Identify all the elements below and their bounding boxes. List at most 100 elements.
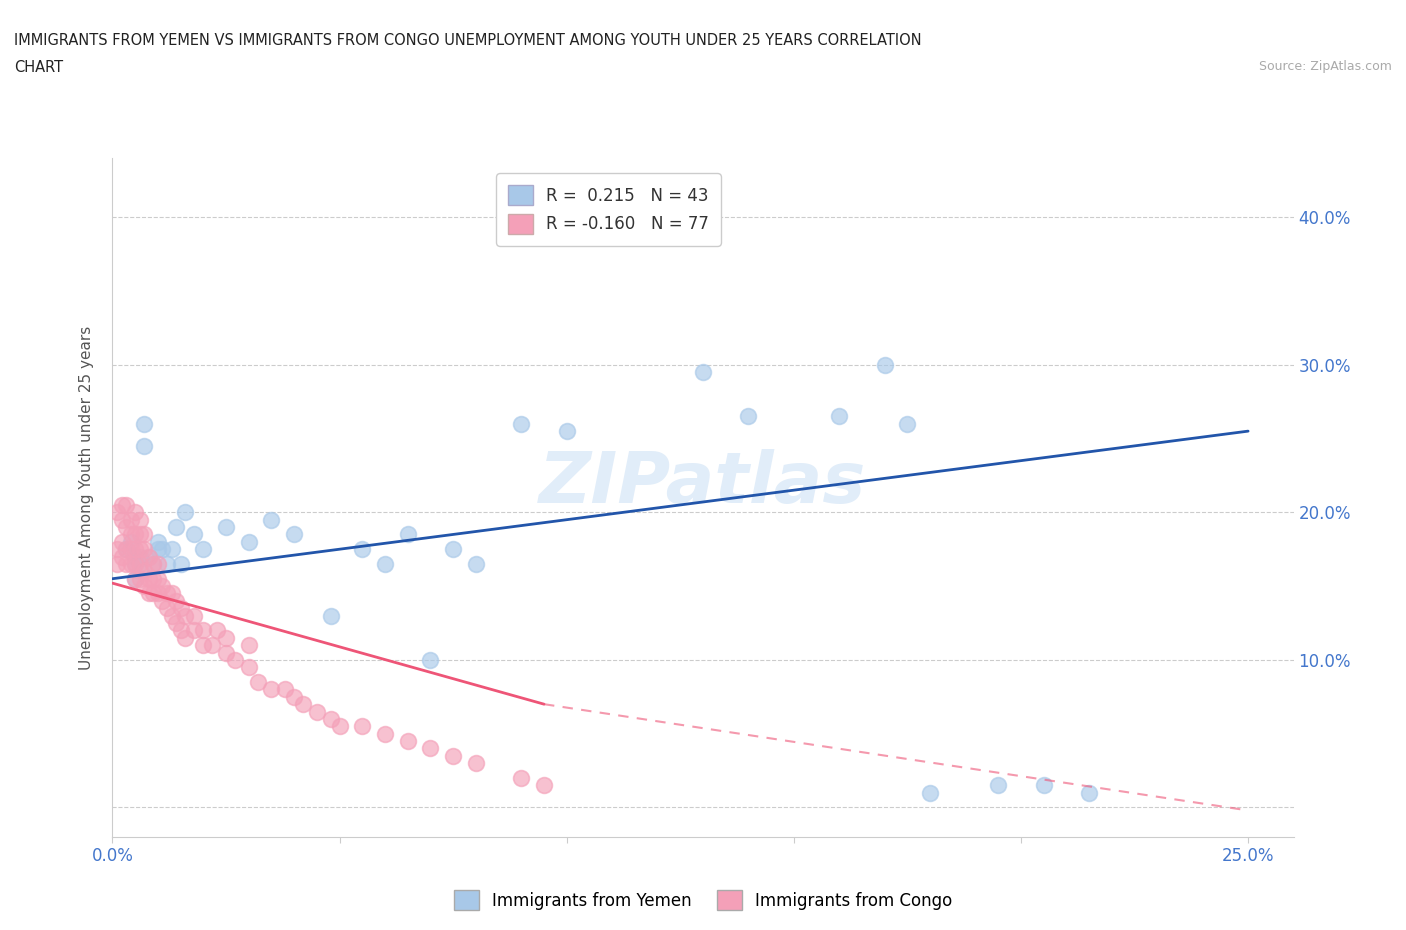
Point	[238, 638, 260, 653]
Point	[1078, 785, 1101, 800]
Point	[105, 505, 128, 520]
Point	[120, 527, 142, 542]
Point	[138, 549, 160, 564]
Point	[105, 542, 128, 557]
Point	[441, 542, 464, 557]
Point	[120, 512, 142, 527]
Point	[156, 556, 179, 571]
Point	[215, 520, 238, 535]
Point	[152, 578, 174, 593]
Point	[920, 785, 942, 800]
Point	[128, 527, 150, 542]
Text: Source: ZipAtlas.com: Source: ZipAtlas.com	[1258, 60, 1392, 73]
Point	[193, 623, 215, 638]
Point	[464, 756, 486, 771]
Text: CHART: CHART	[14, 60, 63, 75]
Point	[174, 608, 197, 623]
Point	[156, 601, 179, 616]
Point	[510, 417, 533, 432]
Point	[828, 409, 851, 424]
Point	[169, 556, 191, 571]
Point	[128, 556, 150, 571]
Point	[152, 593, 174, 608]
Point	[283, 527, 305, 542]
Y-axis label: Unemployment Among Youth under 25 years: Unemployment Among Youth under 25 years	[79, 326, 94, 670]
Point	[441, 749, 464, 764]
Point	[110, 512, 132, 527]
Point	[183, 527, 205, 542]
Point	[115, 556, 138, 571]
Point	[152, 542, 174, 557]
Point	[165, 593, 187, 608]
Point	[246, 674, 269, 689]
Point	[305, 704, 328, 719]
Text: IMMIGRANTS FROM YEMEN VS IMMIGRANTS FROM CONGO UNEMPLOYMENT AMONG YOUTH UNDER 25: IMMIGRANTS FROM YEMEN VS IMMIGRANTS FROM…	[14, 33, 922, 47]
Point	[224, 653, 246, 668]
Point	[128, 571, 150, 586]
Point	[146, 535, 169, 550]
Point	[292, 697, 315, 711]
Point	[134, 527, 156, 542]
Point	[105, 556, 128, 571]
Point	[115, 498, 138, 512]
Point	[896, 417, 918, 432]
Point	[183, 623, 205, 638]
Point	[160, 542, 183, 557]
Point	[110, 549, 132, 564]
Point	[142, 556, 165, 571]
Point	[215, 645, 238, 660]
Point	[169, 623, 191, 638]
Text: ZIPatlas: ZIPatlas	[540, 449, 866, 518]
Point	[1032, 777, 1054, 792]
Point	[146, 542, 169, 557]
Point	[124, 505, 146, 520]
Point	[124, 556, 146, 571]
Point	[115, 542, 138, 557]
Point	[374, 556, 396, 571]
Point	[555, 424, 578, 439]
Point	[205, 623, 228, 638]
Point	[419, 653, 441, 668]
Point	[464, 556, 486, 571]
Point	[873, 357, 896, 372]
Point	[165, 616, 187, 631]
Point	[142, 556, 165, 571]
Legend: Immigrants from Yemen, Immigrants from Congo: Immigrants from Yemen, Immigrants from C…	[447, 884, 959, 917]
Point	[124, 527, 146, 542]
Point	[146, 571, 169, 586]
Point	[169, 601, 191, 616]
Point	[352, 719, 374, 734]
Point	[165, 520, 187, 535]
Point	[238, 660, 260, 675]
Point	[128, 549, 150, 564]
Point	[146, 586, 169, 601]
Point	[124, 571, 146, 586]
Point	[692, 365, 714, 379]
Point	[134, 438, 156, 453]
Point	[124, 571, 146, 586]
Point	[120, 556, 142, 571]
Point	[174, 631, 197, 645]
Point	[201, 638, 224, 653]
Point	[120, 535, 142, 550]
Point	[128, 542, 150, 557]
Point	[737, 409, 759, 424]
Point	[134, 564, 156, 578]
Point	[134, 542, 156, 557]
Point	[319, 608, 342, 623]
Point	[260, 512, 283, 527]
Point	[319, 711, 342, 726]
Point	[352, 542, 374, 557]
Point	[138, 571, 160, 586]
Point	[329, 719, 352, 734]
Point	[115, 542, 138, 557]
Point	[396, 527, 419, 542]
Legend: R =  0.215   N = 43, R = -0.160   N = 77: R = 0.215 N = 43, R = -0.160 N = 77	[496, 173, 721, 246]
Point	[115, 520, 138, 535]
Point	[260, 682, 283, 697]
Point	[120, 542, 142, 557]
Point	[396, 734, 419, 749]
Point	[124, 556, 146, 571]
Point	[283, 689, 305, 704]
Point	[128, 564, 150, 578]
